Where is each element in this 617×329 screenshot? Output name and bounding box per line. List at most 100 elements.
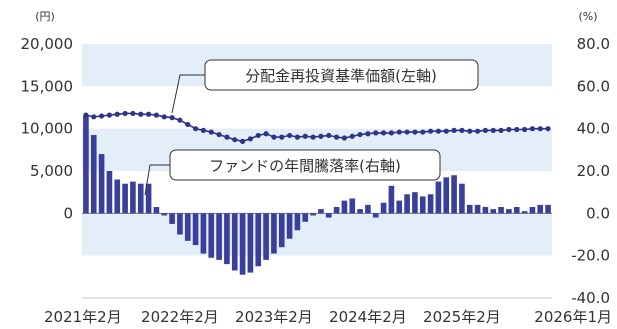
- return-bar: [130, 181, 136, 214]
- return-bar: [372, 213, 379, 218]
- right-axis-tick: 60.0: [577, 77, 610, 95]
- return-bar: [145, 183, 152, 214]
- return-bar: [474, 204, 481, 214]
- return-bar: [498, 206, 504, 214]
- left-axis-tick: 5,000: [30, 162, 73, 180]
- left-axis-tick: 10,000: [21, 120, 74, 138]
- nav-point: [169, 115, 175, 121]
- nav-point: [467, 128, 473, 134]
- return-bar: [459, 183, 465, 214]
- nav-point: [435, 128, 442, 134]
- right-axis-tick: 40.0: [577, 120, 610, 138]
- nav-point: [529, 126, 536, 132]
- left-axis-tick: 0: [63, 204, 73, 222]
- nav-point: [333, 134, 340, 140]
- return-bar: [106, 171, 113, 214]
- return-bar: [192, 213, 199, 246]
- line-callout-box: [204, 59, 479, 91]
- return-bar: [466, 204, 473, 214]
- return-bar: [263, 213, 269, 260]
- nav-point: [412, 129, 418, 135]
- nav-point: [98, 113, 105, 119]
- return-bar: [255, 213, 262, 267]
- nav-point: [91, 114, 97, 120]
- background-band: [82, 213, 552, 256]
- return-bar: [278, 213, 285, 248]
- x-axis-label: 2023年2月: [235, 308, 313, 326]
- return-bar: [513, 206, 520, 214]
- nav-point: [420, 129, 426, 135]
- return-bar: [137, 183, 144, 214]
- nav-point: [185, 121, 191, 128]
- nav-point: [122, 110, 128, 117]
- return-bar: [224, 213, 230, 265]
- return-bar: [98, 154, 105, 214]
- nav-point: [474, 128, 481, 134]
- nav-point: [177, 117, 183, 123]
- return-bar: [443, 177, 450, 214]
- return-bar: [380, 202, 387, 214]
- return-bar: [537, 204, 544, 214]
- return-bar: [302, 213, 309, 222]
- return-bar: [349, 198, 356, 214]
- nav-point: [490, 127, 496, 133]
- nav-point: [153, 112, 160, 118]
- return-bar: [333, 206, 340, 214]
- return-bar: [412, 192, 418, 214]
- nav-point: [232, 137, 238, 143]
- left-axis-tick: 15,000: [21, 77, 74, 95]
- bar-callout-label: ファンドの年間騰落率(右軸): [209, 157, 401, 175]
- nav-point: [83, 112, 89, 118]
- right-axis-tick: 80.0: [577, 35, 610, 53]
- nav-point: [404, 129, 410, 135]
- return-bar: [427, 194, 434, 214]
- nav-point: [271, 134, 277, 140]
- nav-point: [192, 126, 199, 132]
- return-bar: [231, 213, 238, 271]
- return-bar: [122, 183, 128, 214]
- nav-point: [302, 133, 308, 139]
- return-bar: [521, 211, 528, 214]
- nav-point: [521, 126, 528, 133]
- nav-point: [224, 134, 230, 140]
- return-bar: [200, 213, 207, 254]
- return-bar: [216, 213, 222, 260]
- return-bar: [451, 175, 457, 214]
- return-bar: [90, 135, 97, 214]
- nav-point: [294, 134, 301, 140]
- return-bar: [357, 209, 363, 214]
- return-bar: [83, 115, 89, 214]
- nav-point: [247, 136, 254, 142]
- return-bar: [318, 209, 324, 214]
- left-axis-tick: 20,000: [21, 35, 74, 53]
- return-bar: [161, 213, 168, 216]
- nav-point: [506, 126, 512, 133]
- nav-point: [349, 133, 355, 139]
- nav-point: [537, 126, 543, 132]
- return-bar: [294, 213, 301, 231]
- nav-point: [263, 131, 269, 137]
- right-axis-tick: -20.0: [571, 247, 610, 265]
- return-bar: [208, 213, 215, 258]
- nav-point: [380, 130, 387, 136]
- nav-point: [357, 131, 363, 138]
- nav-point: [326, 132, 332, 139]
- nav-point: [138, 111, 144, 117]
- nav-point: [498, 127, 504, 133]
- bar-callout-leader: [144, 164, 170, 196]
- nav-point: [318, 133, 324, 139]
- return-bar: [404, 194, 410, 214]
- return-bar: [286, 213, 293, 239]
- return-bar: [435, 181, 442, 214]
- nav-point: [279, 134, 285, 140]
- nav-point: [545, 126, 551, 132]
- right-axis-tick: 20.0: [577, 162, 610, 180]
- return-bar: [114, 179, 121, 214]
- x-axis-label: 2021年2月: [44, 308, 122, 326]
- nav-point: [365, 131, 371, 137]
- line-callout-label: 分配金再投資基準価額(左軸): [245, 67, 437, 85]
- nav-point: [106, 112, 113, 118]
- nav-point: [373, 130, 379, 136]
